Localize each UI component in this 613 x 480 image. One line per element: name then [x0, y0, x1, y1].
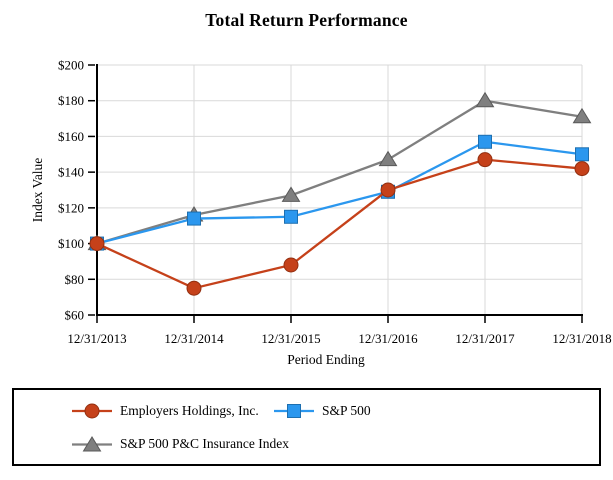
x-tick-label: 12/31/2013: [67, 331, 126, 346]
data-point-marker: [572, 107, 592, 124]
data-point-marker: [380, 182, 396, 198]
y-tick-label: $60: [65, 308, 85, 323]
data-point-marker: [284, 209, 298, 224]
y-tick-label: $100: [58, 236, 84, 251]
data-point-marker: [575, 147, 589, 162]
x-tick-label: 12/31/2018: [552, 331, 611, 346]
triangle-marker-icon: [72, 436, 112, 452]
y-tick-label: $80: [65, 272, 85, 287]
x-tick-label: 12/31/2014: [164, 331, 224, 346]
square-marker-icon: [274, 404, 314, 418]
x-tick-label: 12/31/2017: [455, 331, 515, 346]
plot-area: $60 $80 $100 $120 $140 $160 $180 $200 12/31/2013…: [58, 58, 612, 347]
legend-label: S&P 500 P&C Insurance Index: [120, 436, 289, 451]
y-tick-label: $180: [58, 93, 84, 108]
legend-item-employers-holdings: Employers Holdings, Inc.: [72, 403, 259, 419]
x-tick-label: 12/31/2015: [261, 331, 320, 346]
legend-label: Employers Holdings, Inc.: [120, 403, 259, 418]
y-tick-label: $140: [58, 165, 84, 180]
y-tick-label: $120: [58, 200, 84, 215]
x-tick-label: 12/31/2016: [358, 331, 418, 346]
data-point-marker: [378, 150, 398, 167]
data-point-marker: [478, 134, 492, 149]
y-tick-label: $200: [58, 58, 84, 73]
data-point-marker: [186, 280, 202, 296]
chart-title: Total Return Performance: [205, 10, 408, 30]
data-point-marker: [187, 211, 201, 226]
data-point-marker: [89, 236, 105, 252]
legend-item-sp500-pc-insurance: S&P 500 P&C Insurance Index: [72, 436, 289, 452]
series-line: [96, 158, 583, 290]
data-point-marker: [477, 152, 493, 168]
x-axis-title: Period Ending: [287, 352, 365, 367]
data-point-marker: [283, 257, 299, 273]
y-tick-label: $160: [58, 129, 84, 144]
legend: Employers Holdings, Inc. S&P 500 S&P 500…: [12, 388, 601, 466]
legend-label: S&P 500: [322, 403, 371, 418]
series-line: [96, 140, 583, 245]
data-point-marker: [574, 161, 590, 177]
circle-marker-icon: [72, 403, 112, 419]
legend-item-sp500: S&P 500: [274, 403, 371, 419]
data-point-marker: [281, 186, 301, 202]
series-line: [96, 99, 583, 245]
data-point-marker: [475, 91, 495, 108]
